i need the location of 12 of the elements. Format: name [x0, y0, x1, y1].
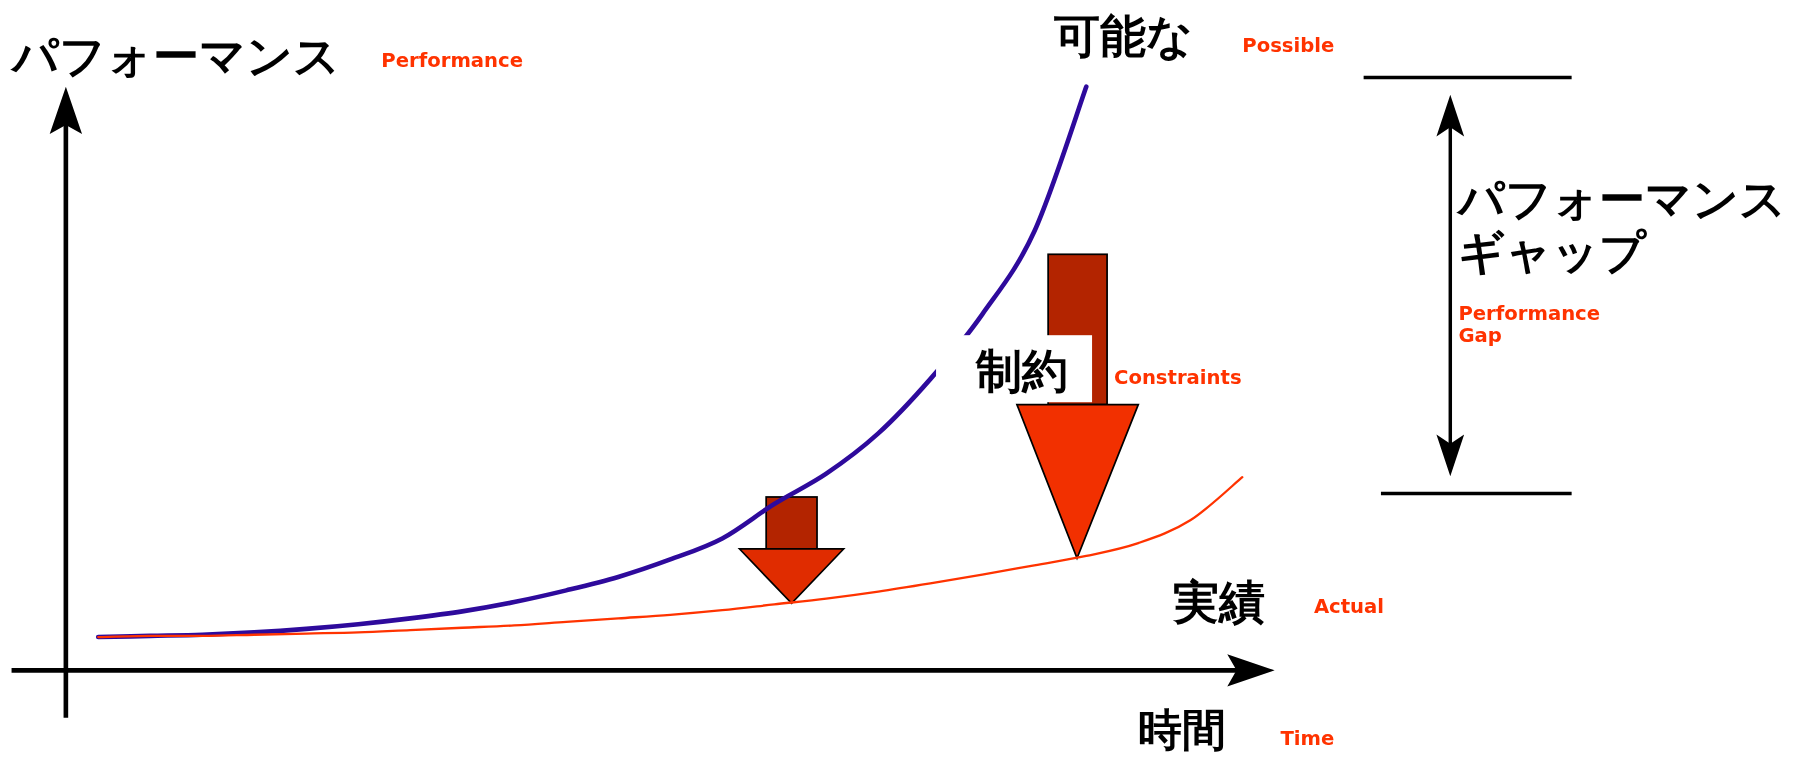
- series-label: 可能な: [1052, 9, 1193, 64]
- series-label: 実績: [1171, 575, 1265, 630]
- annotation: Possible: [1242, 34, 1335, 58]
- annotation: Performance: [381, 49, 524, 73]
- annotation: Time: [1280, 727, 1335, 751]
- xlabel: 時間: [1138, 704, 1227, 756]
- annotation: Constraints: [1114, 365, 1242, 389]
- annotation: 制約: [976, 344, 1069, 399]
- annotation: Actual: [1313, 594, 1385, 618]
- annotation: パフォーマンスギャップ: [1458, 173, 1788, 280]
- annotation: Performance Gap: [1458, 302, 1602, 348]
- ylabel: パフォーマンス: [11, 28, 340, 83]
